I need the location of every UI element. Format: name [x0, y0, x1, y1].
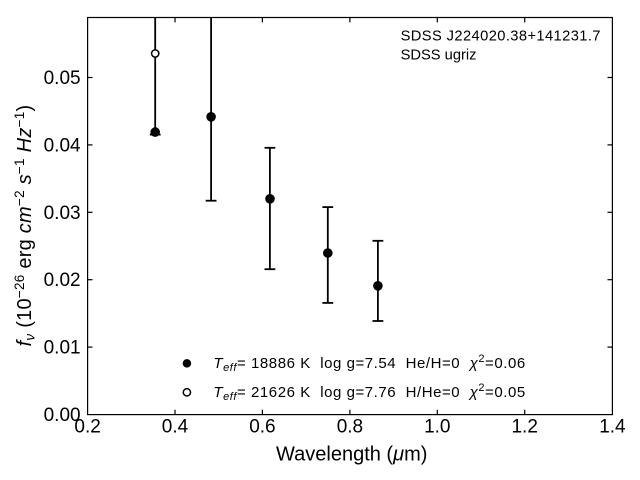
svg-text:0.2: 0.2 [74, 417, 100, 438]
svg-text:1.4: 1.4 [599, 417, 626, 438]
svg-text:1.2: 1.2 [511, 417, 537, 438]
svg-text:Teff= 18886 K log g=7.54 He/: Teff= 18886 K log g=7.54 He/H=0 χ2=0.06 [213, 353, 525, 374]
svg-text:Teff= 21626 K log g=7.76 H/H: Teff= 21626 K log g=7.76 H/He=0 χ2=0.05 [213, 382, 525, 403]
svg-text:0.03: 0.03 [44, 203, 81, 224]
svg-text:SDSS J224020.38+141231.7: SDSS J224020.38+141231.7 [401, 29, 601, 45]
svg-text:0.04: 0.04 [44, 135, 81, 156]
svg-text:0.01: 0.01 [44, 338, 81, 359]
svg-text:0.6: 0.6 [249, 417, 275, 438]
svg-text:1.0: 1.0 [424, 417, 450, 438]
svg-text:0.8: 0.8 [337, 417, 363, 438]
svg-text:0.05: 0.05 [44, 68, 81, 89]
svg-text:0.4: 0.4 [162, 417, 189, 438]
svg-text:fν (10−26 erg cm−2 s−1 Hz−1): fν (10−26 erg cm−2 s−1 Hz−1) [12, 105, 38, 347]
svg-text:SDSS ugriz: SDSS ugriz [401, 47, 477, 63]
svg-text:0.00: 0.00 [44, 405, 81, 426]
svg-text:Wavelength (μm): Wavelength (μm) [276, 444, 427, 466]
svg-text:0.02: 0.02 [44, 270, 81, 291]
